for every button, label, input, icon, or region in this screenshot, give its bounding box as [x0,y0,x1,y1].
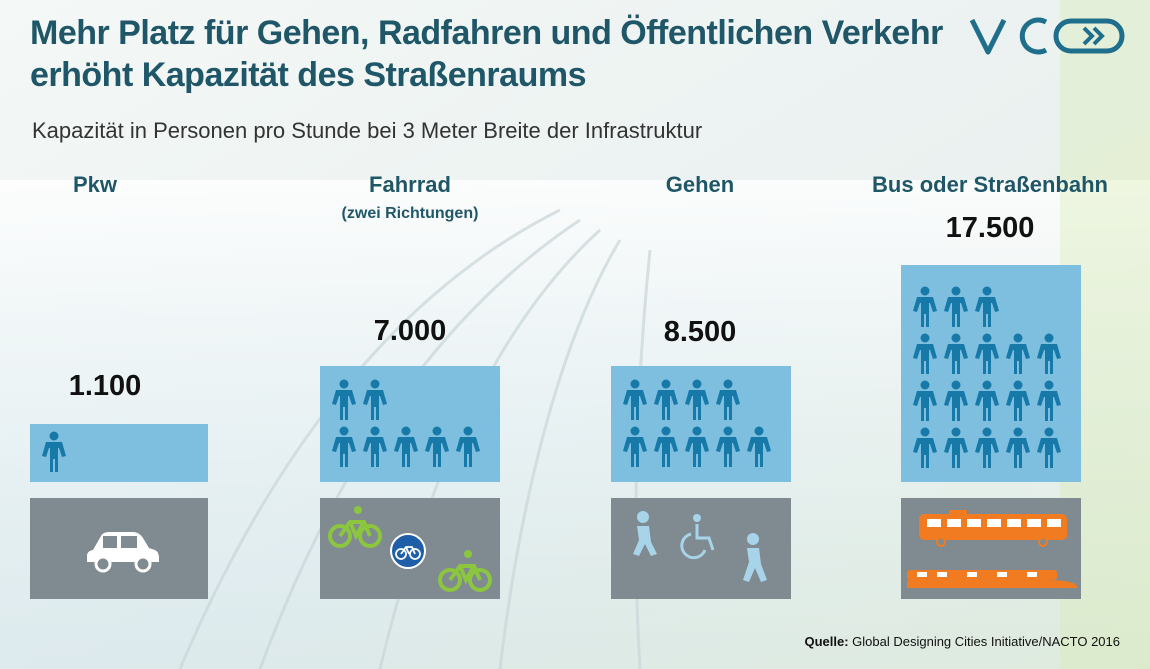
page-title: Mehr Platz für Gehen, Radfahren und Öffe… [30,12,950,96]
person-icon [716,426,740,467]
person-icon [913,427,937,468]
person-icon [363,379,387,420]
category-label-gehen: Gehen [665,172,735,197]
pedestrian-icons [633,511,767,582]
person-icon [42,431,66,472]
person-icon [1006,333,1030,374]
road-panel-fahrrad [320,498,500,599]
tram-icon [907,570,1077,588]
person-icon [944,427,968,468]
title-line-2: erhöht Kapazität des Straßenraums [30,56,586,94]
value-label-fahrrad: 7.000 [373,315,447,347]
capacity-bar-pkw [30,424,208,482]
road-panel-bus [901,498,1081,599]
person-icon-group [623,379,771,467]
person-icon [332,426,356,467]
capacity-bar-bus [901,265,1081,482]
person-icon [944,286,968,327]
bicycle-icon [438,550,492,592]
person-icon [654,426,678,467]
person-icon [394,426,418,467]
person-icon [944,333,968,374]
person-icon [913,333,937,374]
person-icon-group [42,431,66,472]
walking-icon [633,511,657,556]
vco-logo [969,17,1125,55]
person-icon [1006,380,1030,421]
title-line-1: Mehr Platz für Gehen, Radfahren und Öffe… [30,14,943,52]
value-label-bus: 17.500 [945,212,1035,244]
person-icon [685,426,709,467]
person-icon [623,426,647,467]
person-icon [1006,427,1030,468]
person-icon [975,286,999,327]
wheelchair-icon [680,514,715,560]
category-label-bus: Bus oder Straßenbahn [872,172,1108,197]
person-icon [716,379,740,420]
chart-subtitle: Kapazität in Personen pro Stunde bei 3 M… [32,118,703,143]
bike-sign-icon [390,533,426,569]
person-icon [456,426,480,467]
person-icon [623,379,647,420]
person-icon [975,333,999,374]
walking-icon [743,533,767,582]
category-note-fahrrad: (zwei Richtungen) [341,205,479,222]
person-icon [975,427,999,468]
road-panel-pkw [30,498,208,599]
car-icon [87,532,159,573]
bicycle-lane-icons [328,506,492,592]
person-icon [1037,380,1061,421]
person-icon [944,380,968,421]
capacity-bar-gehen [611,366,791,482]
person-icon-group [332,379,480,467]
person-icon [913,286,937,327]
person-icon [685,379,709,420]
capacity-bar-fahrrad [320,366,500,482]
bus-icon [919,510,1067,547]
category-label-fahrrad: Fahrrad [369,172,451,197]
person-icon [332,379,356,420]
category-label-pkw: Pkw [72,172,118,197]
road-panel-gehen [611,498,791,599]
source-text: Global Designing Cities Initiative/NACTO… [852,634,1120,649]
person-icon [654,379,678,420]
bicycle-icon [328,506,382,548]
person-icon [975,380,999,421]
person-icon [1037,333,1061,374]
person-icon [425,426,449,467]
person-icon [747,426,771,467]
transit-icons [907,510,1077,588]
value-label-pkw: 1.100 [68,370,142,402]
person-icon [1037,427,1061,468]
source-note: Quelle: Global Designing Cities Initiati… [804,634,1120,649]
person-icon-group [913,286,1061,468]
value-label-gehen: 8.500 [663,316,737,348]
source-label: Quelle: [804,634,849,649]
person-icon [913,380,937,421]
person-icon [363,426,387,467]
